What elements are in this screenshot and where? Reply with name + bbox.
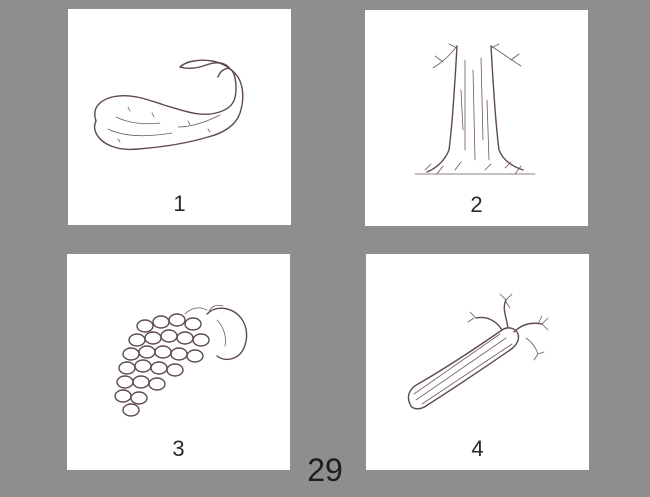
card-number: 3 [172,436,185,461]
picture-card-1[interactable]: 1 [68,9,291,225]
tree-trunk-icon [414,43,536,175]
picture-card-2[interactable]: 2 [365,10,588,226]
picture-card-3[interactable]: 3 [67,254,290,470]
picture-card-4[interactable]: 4 [366,254,589,470]
card-number: 1 [173,191,186,216]
gourd-icon [93,59,244,151]
card-number: 4 [471,436,484,461]
card-number: 2 [470,192,483,217]
celery-icon [407,293,549,410]
grapes-icon [114,304,248,417]
page-number: 29 [307,452,343,488]
